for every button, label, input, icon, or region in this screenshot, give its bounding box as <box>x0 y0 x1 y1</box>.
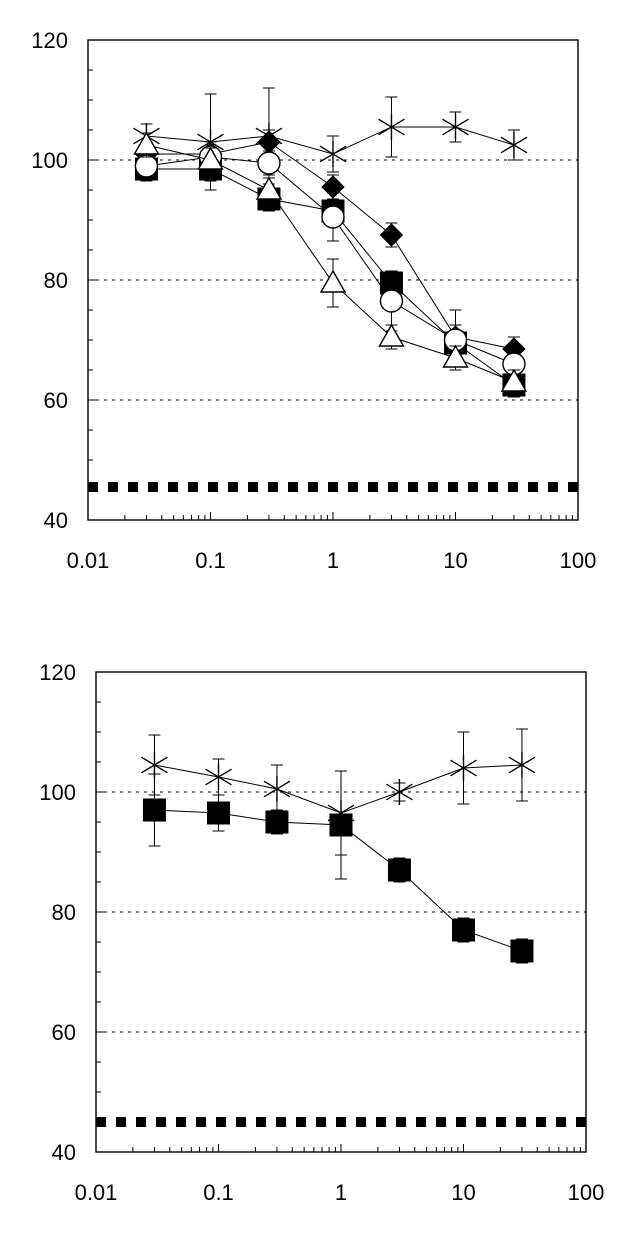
data-point <box>135 155 157 177</box>
series-square <box>143 771 533 963</box>
data-point <box>208 802 230 824</box>
data-point <box>134 133 158 154</box>
x-tick-label: 10 <box>443 548 467 573</box>
data-point <box>380 290 402 312</box>
y-tick-label: 120 <box>39 660 76 685</box>
data-point <box>388 859 410 881</box>
y-tick-label: 80 <box>44 268 68 293</box>
y-tick-label: 100 <box>31 148 68 173</box>
x-tick-label: 0.01 <box>67 548 110 573</box>
x-tick-label: 100 <box>568 1180 605 1205</box>
x-tick-label: 1 <box>327 548 339 573</box>
y-tick-label: 40 <box>44 508 68 533</box>
y-tick-label: 60 <box>52 1020 76 1045</box>
y-tick-label: 80 <box>52 900 76 925</box>
data-point <box>258 131 280 153</box>
y-tick-label: 60 <box>44 388 68 413</box>
y-tick-label: 40 <box>52 1140 76 1165</box>
data-point <box>380 224 402 246</box>
data-point <box>143 799 165 821</box>
x-tick-label: 100 <box>560 548 597 573</box>
x-tick-label: 0.1 <box>203 1180 234 1205</box>
x-tick-label: 10 <box>451 1180 475 1205</box>
x-tick-label: 0.01 <box>75 1180 118 1205</box>
data-point <box>330 814 352 836</box>
data-point <box>321 271 345 292</box>
data-point <box>266 811 288 833</box>
series-diamond <box>135 130 524 361</box>
x-tick-label: 1 <box>335 1180 347 1205</box>
data-point <box>379 325 403 346</box>
top-chart-panel: 0.01 0.1 1 10 100 40 60 80 100 120 <box>31 28 596 573</box>
data-point <box>511 940 533 962</box>
bottom-chart-panel: 0.01 0.1 1 10 100 40 60 80 100 120 <box>39 660 604 1205</box>
x-tick-label: 0.1 <box>195 548 226 573</box>
y-tick-label: 120 <box>31 28 68 53</box>
data-point <box>258 152 280 174</box>
y-tick-label: 100 <box>39 780 76 805</box>
data-point <box>453 919 475 941</box>
data-point <box>322 206 344 228</box>
